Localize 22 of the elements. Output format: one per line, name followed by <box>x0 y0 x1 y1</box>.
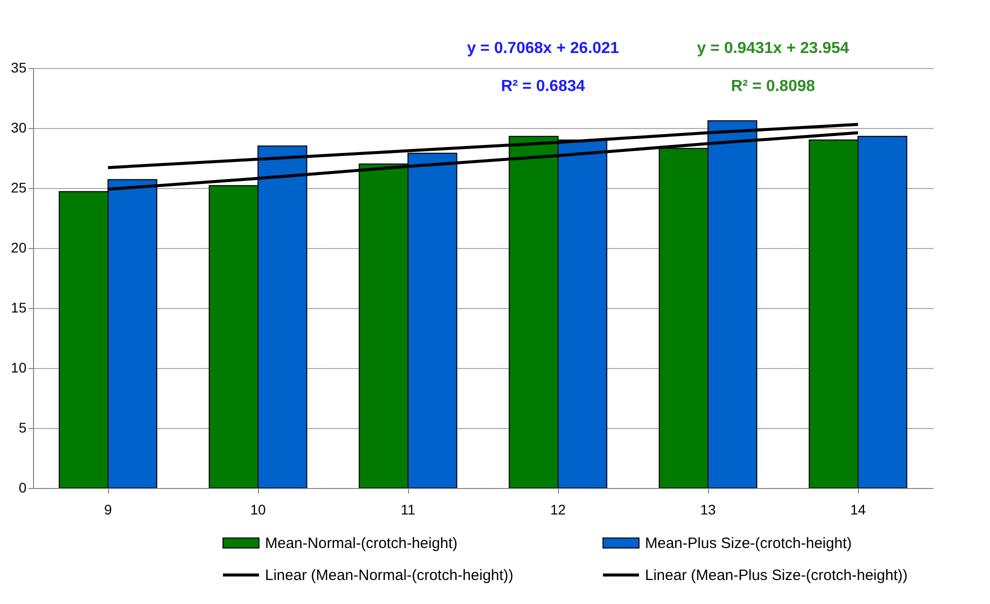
legend-label: Linear (Mean-Normal-(crotch-height)) <box>265 567 514 584</box>
y-tick-label: 25 <box>10 180 27 196</box>
x-tick-label: 9 <box>104 502 112 518</box>
x-tick-label: 12 <box>550 502 566 518</box>
annotation: R² = 0.6834 <box>500 78 586 95</box>
y-tick-label: 10 <box>10 360 27 376</box>
x-tick-label: 14 <box>850 502 866 518</box>
y-tick-label: 35 <box>10 60 27 76</box>
legend-label: Mean-Plus Size-(crotch-height) <box>645 535 852 552</box>
y-tick-label: 15 <box>10 300 27 316</box>
y-tick-label: 5 <box>18 420 27 436</box>
legend-label: Linear (Mean-Plus Size-(crotch-height)) <box>645 567 908 584</box>
y-tick-label: 20 <box>10 240 27 256</box>
y-tick-label: 30 <box>10 120 27 136</box>
x-tick-label: 11 <box>400 502 416 518</box>
x-tick-label: 10 <box>250 502 266 518</box>
x-tick-label: 13 <box>700 502 716 518</box>
legend-label: Mean-Normal-(crotch-height) <box>265 535 458 552</box>
y-tick-label: 0 <box>18 480 27 496</box>
text: y = 0.7068x + 26.021 <box>466 40 620 57</box>
annotation: R² = 0.8098 <box>730 78 816 95</box>
text: y = 0.9431x + 23.954 <box>696 40 850 57</box>
